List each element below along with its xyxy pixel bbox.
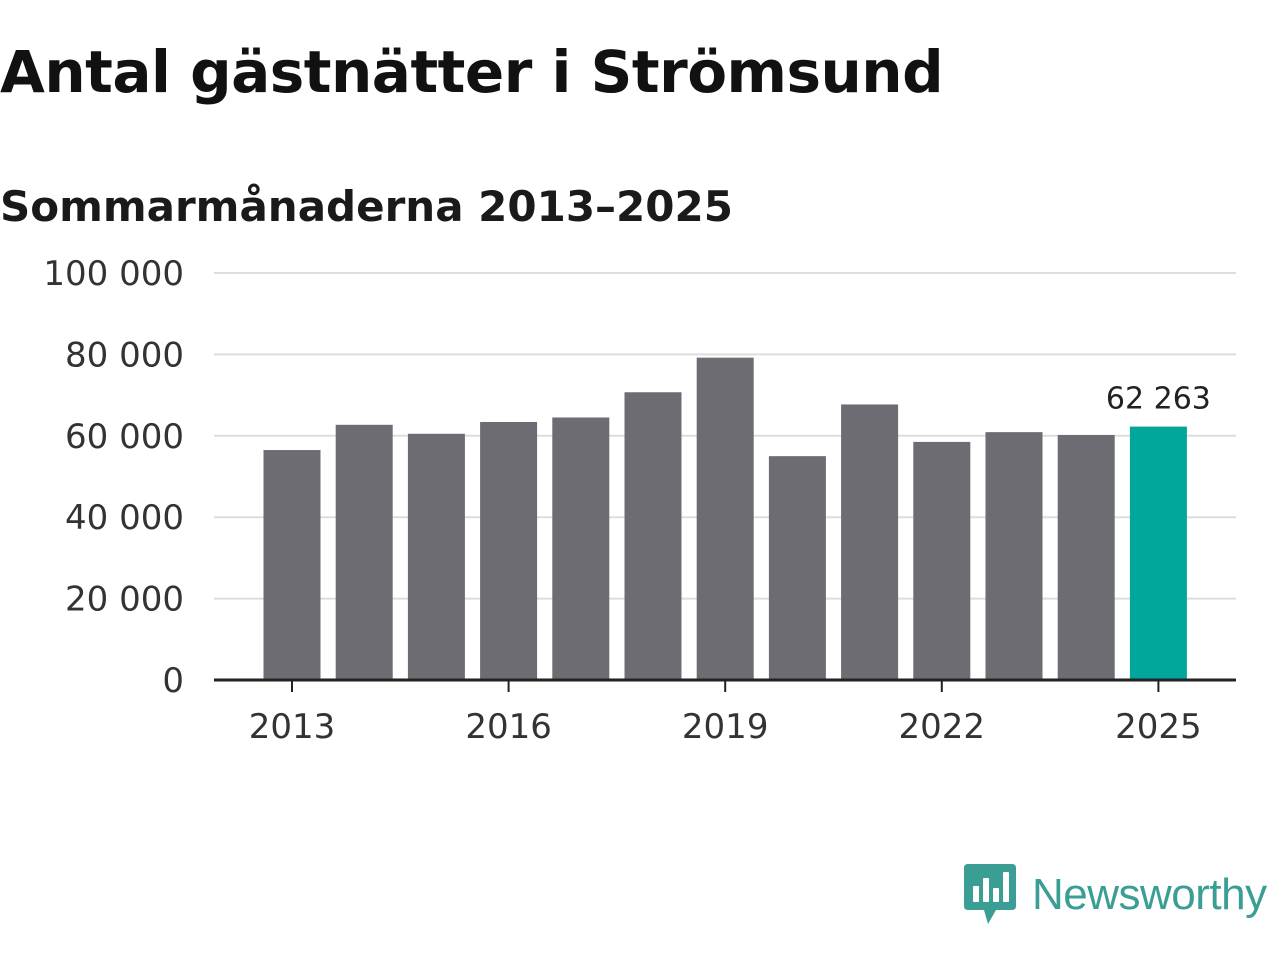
data-label: 62 263 [1106,382,1211,417]
y-tick-label: 40 000 [65,498,184,538]
y-tick-label: 60 000 [65,417,184,457]
x-tick-label: 2019 [682,707,769,747]
x-tick-label: 2016 [465,707,552,747]
bar-2022 [913,441,971,680]
chart-title: Antal gästnätter i Strömsund [0,38,944,106]
bar-2018 [624,392,682,680]
bar-2016 [480,421,538,680]
bar-2023 [985,432,1043,680]
bar-2020 [768,456,826,680]
bars [263,357,1187,680]
bar-2019 [696,357,754,680]
bar-2025 [1129,426,1187,680]
bar-chart: 0 20 000 40 000 60 000 80 000 100 000 2013 2016… [43,254,1236,747]
bar-2014 [335,424,393,680]
newsworthy-logo-icon [964,864,1016,924]
bar-2024 [1057,434,1115,680]
brand-name: Newsworthy [1032,870,1267,919]
bar-2015 [407,433,465,680]
y-tick-label: 20 000 [65,580,184,620]
chart-subtitle: Sommarmånaderna 2013–2025 [0,182,733,231]
newsworthy-logo: Newsworthy [962,862,1267,928]
x-tick-label: 2013 [249,707,336,747]
x-tick-label: 2025 [1115,707,1202,747]
y-tick-label: 0 [162,661,184,701]
labels: 0 20 000 40 000 60 000 80 000 100 000 2013 2016… [43,254,1211,747]
axes [214,678,1236,692]
y-tick-label: 100 000 [43,254,184,294]
bar-2013 [263,450,321,680]
bar-2017 [552,417,610,680]
bar-2021 [841,404,899,680]
y-tick-label: 80 000 [65,335,184,375]
x-tick-label: 2022 [899,707,986,747]
